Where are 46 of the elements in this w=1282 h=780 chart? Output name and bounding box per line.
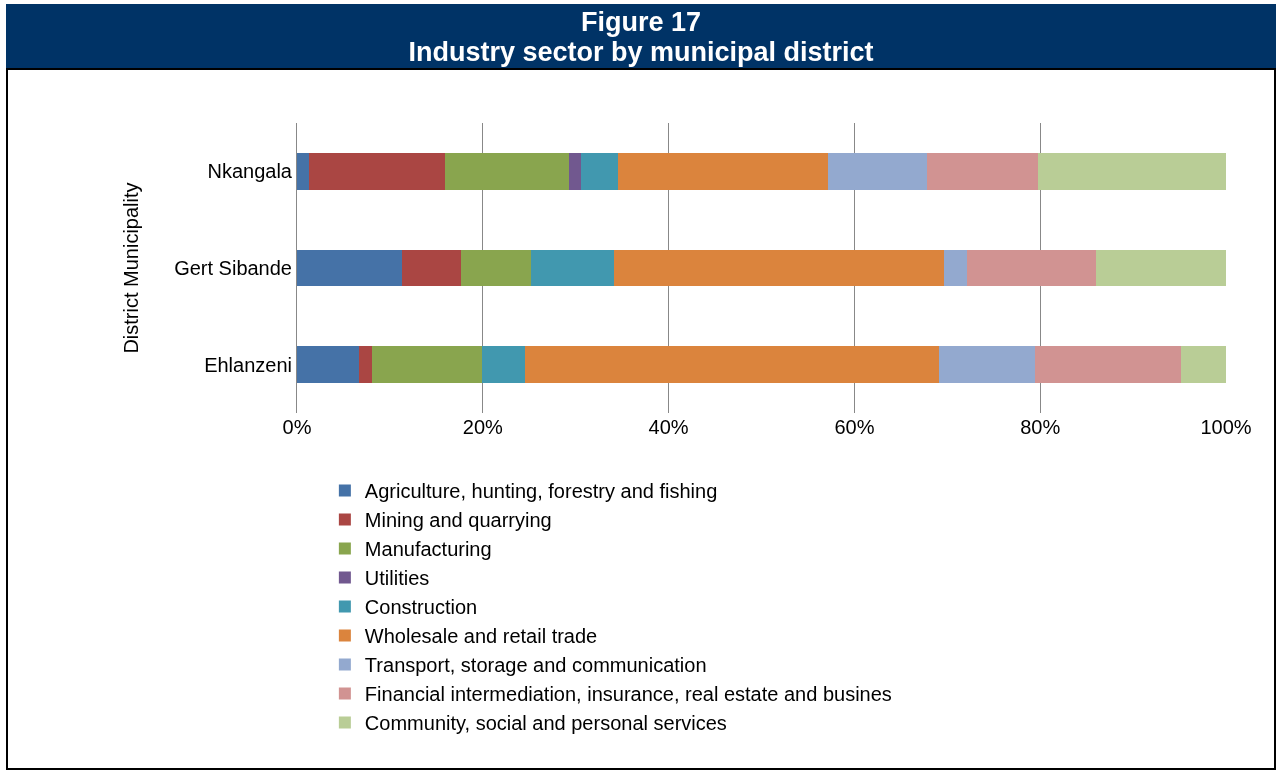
bar xyxy=(372,346,482,384)
legend-label: Construction xyxy=(364,596,478,619)
bar xyxy=(444,152,570,190)
bar xyxy=(531,249,614,287)
bar xyxy=(581,152,618,190)
bar xyxy=(297,249,402,287)
legend-label: Wholesale and retail trade xyxy=(364,625,598,648)
x-tick-label: 60% xyxy=(834,416,875,438)
bar xyxy=(1095,249,1226,287)
bar xyxy=(359,346,373,384)
bar xyxy=(524,346,939,384)
bar xyxy=(1034,346,1182,384)
bar xyxy=(966,249,1096,287)
y-tick-label: Ehlanzeni xyxy=(204,353,292,376)
bar xyxy=(1181,346,1226,384)
x-tick-label: 40% xyxy=(648,416,689,438)
x-tick-label: 100% xyxy=(1200,416,1252,438)
legend-label: Utilities xyxy=(364,567,430,590)
x-tick-label: 80% xyxy=(1020,416,1061,438)
bar xyxy=(943,249,967,287)
y-tick-label: Nkangala xyxy=(207,160,293,183)
x-tick-label: 0% xyxy=(282,416,312,438)
legend-label: Mining and quarrying xyxy=(364,509,552,532)
legend-label: Community, social and personal services xyxy=(364,712,727,735)
bar xyxy=(297,152,310,190)
y-axis-title: District Municipality xyxy=(119,182,142,354)
y-tick-label: Gert Sibande xyxy=(174,257,292,279)
bar xyxy=(460,249,532,287)
chart-title: Figure 17 xyxy=(579,7,702,37)
bar xyxy=(926,152,1039,190)
bar xyxy=(613,249,944,287)
legend-label: Transport, storage and communication xyxy=(364,654,707,677)
bar xyxy=(297,346,360,384)
bar xyxy=(569,152,582,190)
x-tick-label: 20% xyxy=(462,416,504,438)
legend-label: Agriculture, hunting, forestry and fishing xyxy=(364,480,718,503)
bar xyxy=(617,152,829,190)
bar xyxy=(828,152,927,190)
bar xyxy=(938,346,1035,384)
bar xyxy=(309,152,445,190)
bar xyxy=(401,249,461,287)
bar xyxy=(481,346,525,384)
chart-subtitle: Industry sector by municipal district xyxy=(407,37,875,67)
bar xyxy=(1038,152,1226,190)
legend-label: Financial intermediation, insurance, real estate and busines xyxy=(364,683,892,706)
legend-label: Manufacturing xyxy=(364,538,492,561)
